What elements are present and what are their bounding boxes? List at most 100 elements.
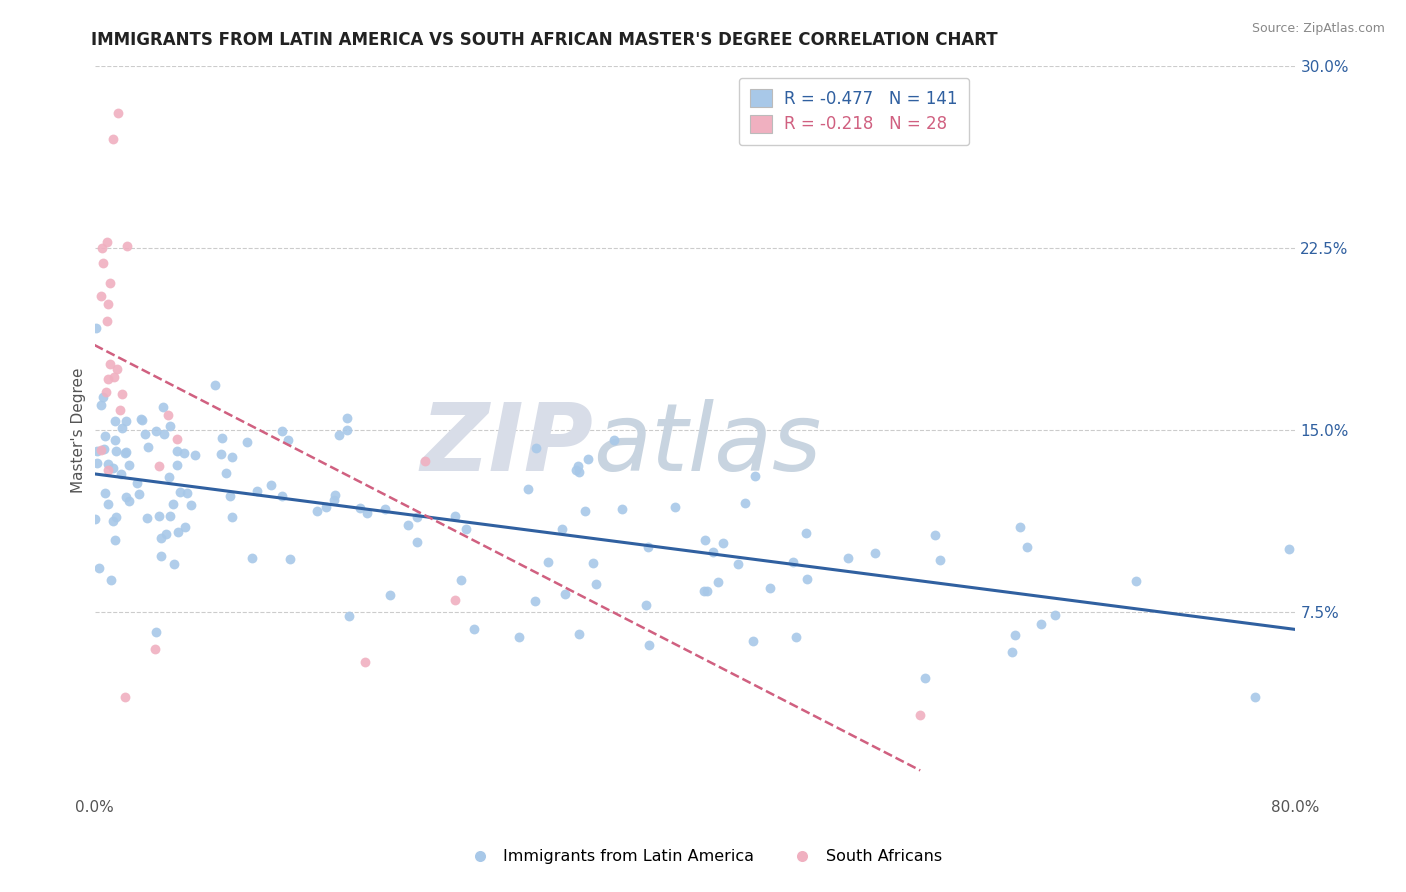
Point: [153, 426, 176, 441]
Point: [155, 527, 177, 541]
Point: [118, 493, 141, 508]
Point: [576, 452, 599, 467]
Point: [356, 506, 378, 520]
Point: [91, 256, 114, 270]
Point: [111, 421, 134, 435]
Point: [143, 641, 166, 656]
Point: [277, 434, 299, 448]
Point: [450, 573, 472, 587]
Point: [564, 463, 586, 477]
Point: [744, 468, 766, 483]
Point: [610, 502, 633, 516]
Point: [159, 419, 181, 434]
Point: [166, 444, 188, 458]
Point: [91, 241, 114, 255]
Point: [90, 443, 112, 458]
Point: [114, 690, 136, 705]
Point: [693, 584, 716, 599]
Text: ZIP: ZIP: [420, 399, 593, 491]
Point: [157, 469, 180, 483]
Point: [218, 489, 240, 503]
Point: [97, 297, 120, 311]
Y-axis label: Master's Degree: Master's Degree: [72, 368, 86, 493]
Point: [1045, 607, 1067, 622]
Point: [104, 434, 127, 448]
Point: [110, 467, 132, 481]
Point: [585, 577, 607, 591]
Point: [145, 424, 167, 438]
Text: IMMIGRANTS FROM LATIN AMERICA VS SOUTH AFRICAN MASTER'S DEGREE CORRELATION CHART: IMMIGRANTS FROM LATIN AMERICA VS SOUTH A…: [91, 31, 998, 49]
Point: [406, 510, 429, 524]
Point: [134, 427, 156, 442]
Point: [270, 489, 292, 503]
Point: [664, 500, 686, 515]
Point: [270, 425, 292, 439]
Point: [204, 377, 226, 392]
Point: [322, 492, 344, 507]
Point: [90, 289, 112, 303]
Point: [568, 465, 591, 479]
Point: [96, 457, 118, 471]
Point: [98, 276, 121, 290]
Point: [924, 527, 946, 541]
Text: Source: ZipAtlas.com: Source: ZipAtlas.com: [1251, 22, 1385, 36]
Point: [166, 458, 188, 473]
Point: [1125, 574, 1147, 588]
Legend: Immigrants from Latin America, South Africans: Immigrants from Latin America, South Afr…: [457, 843, 949, 871]
Point: [837, 551, 859, 566]
Point: [84, 320, 107, 334]
Point: [100, 573, 122, 587]
Point: [413, 454, 436, 468]
Point: [696, 583, 718, 598]
Point: [711, 536, 734, 550]
Point: [105, 444, 128, 458]
Point: [374, 502, 396, 516]
Point: [105, 510, 128, 524]
Point: [93, 442, 115, 456]
Point: [794, 526, 817, 541]
Point: [568, 627, 591, 641]
Point: [166, 525, 188, 540]
Point: [554, 587, 576, 601]
Point: [173, 446, 195, 460]
Point: [180, 498, 202, 512]
Point: [517, 483, 540, 497]
Point: [183, 448, 205, 462]
Point: [378, 588, 401, 602]
Point: [1004, 628, 1026, 642]
Point: [110, 386, 132, 401]
Point: [443, 593, 465, 607]
Point: [107, 105, 129, 120]
Point: [114, 445, 136, 459]
Point: [149, 531, 172, 545]
Point: [727, 557, 749, 571]
Point: [103, 369, 125, 384]
Point: [96, 314, 118, 328]
Point: [1015, 540, 1038, 554]
Point: [159, 509, 181, 524]
Point: [157, 408, 180, 422]
Point: [104, 414, 127, 428]
Point: [280, 552, 302, 566]
Point: [104, 533, 127, 547]
Point: [444, 509, 467, 524]
Point: [1244, 690, 1267, 705]
Point: [240, 551, 263, 566]
Point: [115, 444, 138, 458]
Point: [135, 510, 157, 524]
Point: [508, 630, 530, 644]
Point: [702, 545, 724, 559]
Point: [86, 444, 108, 458]
Point: [706, 574, 728, 589]
Point: [405, 534, 427, 549]
Point: [148, 459, 170, 474]
Point: [105, 362, 128, 376]
Point: [1008, 520, 1031, 534]
Point: [785, 630, 807, 644]
Point: [148, 508, 170, 523]
Point: [1278, 542, 1301, 557]
Point: [328, 428, 350, 442]
Point: [695, 533, 717, 547]
Point: [582, 557, 605, 571]
Point: [638, 638, 661, 652]
